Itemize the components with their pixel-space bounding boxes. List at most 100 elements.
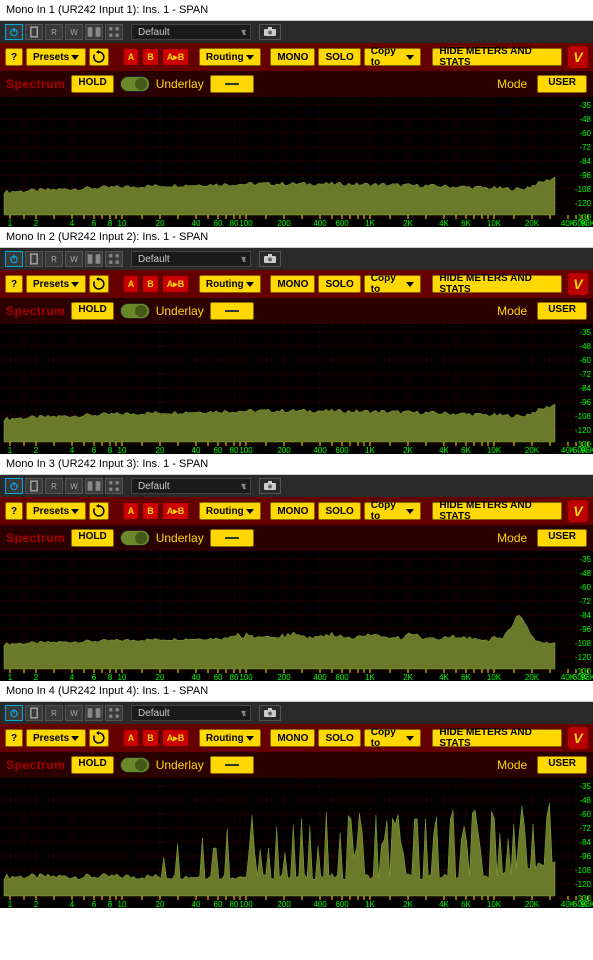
hide-meters-button[interactable]: HIDE METERS AND STATS — [432, 48, 562, 66]
preset-selector[interactable]: Default▾▴ — [131, 705, 251, 721]
copy-ab-button[interactable]: A▸B — [162, 502, 190, 520]
mode-user-button[interactable]: USER — [537, 529, 587, 547]
reload-button[interactable] — [89, 275, 109, 293]
hold-button[interactable]: HOLD — [71, 756, 113, 774]
voxengo-logo[interactable]: V — [568, 46, 588, 68]
snapshot-button[interactable] — [259, 251, 281, 267]
hold-toggle[interactable] — [120, 303, 150, 319]
snapshot-button[interactable] — [259, 478, 281, 494]
ab-button[interactable] — [85, 705, 103, 721]
bypass-button[interactable] — [25, 705, 43, 721]
mono-button[interactable]: MONO — [270, 729, 315, 747]
hold-toggle[interactable] — [120, 76, 150, 92]
power-button[interactable] — [5, 251, 23, 267]
power-button[interactable] — [5, 24, 23, 40]
solo-button[interactable]: SOLO — [318, 502, 360, 520]
chart-area[interactable]: -35-48-60-72-84-96-108-120-130 124681020… — [0, 551, 593, 681]
help-button[interactable]: ? — [5, 502, 23, 520]
copyto-button[interactable]: Copy to — [364, 502, 421, 520]
help-button[interactable]: ? — [5, 48, 23, 66]
copyto-button[interactable]: Copy to — [364, 275, 421, 293]
reload-button[interactable] — [89, 502, 109, 520]
copyto-button[interactable]: Copy to — [364, 729, 421, 747]
bypass-button[interactable] — [25, 478, 43, 494]
solo-button[interactable]: SOLO — [318, 729, 360, 747]
write-button[interactable]: W — [65, 705, 83, 721]
voxengo-logo[interactable]: V — [568, 273, 588, 295]
underlay-selector[interactable] — [210, 529, 254, 547]
hide-meters-button[interactable]: HIDE METERS AND STATS — [432, 502, 562, 520]
snapshot-button[interactable] — [259, 705, 281, 721]
slot-a-button[interactable]: A — [123, 48, 140, 66]
solo-button[interactable]: SOLO — [318, 48, 360, 66]
ab-button[interactable] — [85, 251, 103, 267]
slot-a-button[interactable]: A — [123, 502, 140, 520]
copy-ab-button[interactable]: A▸B — [162, 48, 190, 66]
bypass-button[interactable] — [25, 24, 43, 40]
power-button[interactable] — [5, 478, 23, 494]
hide-meters-button[interactable]: HIDE METERS AND STATS — [432, 275, 562, 293]
read-button[interactable]: R — [45, 705, 63, 721]
settings-button[interactable] — [105, 478, 123, 494]
routing-button[interactable]: Routing — [199, 729, 261, 747]
routing-button[interactable]: Routing — [199, 275, 261, 293]
hide-meters-button[interactable]: HIDE METERS AND STATS — [432, 729, 562, 747]
preset-selector[interactable]: Default▾▴ — [131, 478, 251, 494]
bypass-button[interactable] — [25, 251, 43, 267]
read-button[interactable]: R — [45, 251, 63, 267]
underlay-selector[interactable] — [210, 302, 254, 320]
mono-button[interactable]: MONO — [270, 275, 315, 293]
hold-button[interactable]: HOLD — [71, 302, 113, 320]
ab-button[interactable] — [85, 24, 103, 40]
mode-user-button[interactable]: USER — [537, 756, 587, 774]
hold-toggle[interactable] — [120, 530, 150, 546]
voxengo-logo[interactable]: V — [568, 500, 588, 522]
write-button[interactable]: W — [65, 24, 83, 40]
chart-area[interactable]: -35-48-60-72-84-96-108-120-130 124681020… — [0, 97, 593, 227]
routing-button[interactable]: Routing — [199, 502, 261, 520]
reload-button[interactable] — [89, 48, 109, 66]
chart-area[interactable]: -35-48-60-72-84-96-108-120-130 124681020… — [0, 778, 593, 908]
solo-button[interactable]: SOLO — [318, 275, 360, 293]
help-button[interactable]: ? — [5, 729, 23, 747]
reload-button[interactable] — [89, 729, 109, 747]
mode-user-button[interactable]: USER — [537, 75, 587, 93]
copy-ab-button[interactable]: A▸B — [162, 275, 190, 293]
routing-button[interactable]: Routing — [199, 48, 261, 66]
preset-selector[interactable]: Default▾▴ — [131, 24, 251, 40]
slot-a-button[interactable]: A — [123, 729, 140, 747]
settings-button[interactable] — [105, 705, 123, 721]
help-button[interactable]: ? — [5, 275, 23, 293]
hold-toggle[interactable] — [120, 757, 150, 773]
read-button[interactable]: R — [45, 478, 63, 494]
presets-button[interactable]: Presets — [26, 502, 86, 520]
presets-button[interactable]: Presets — [26, 275, 86, 293]
chart-area[interactable]: -35-48-60-72-84-96-108-120-130 124681020… — [0, 324, 593, 454]
copyto-button[interactable]: Copy to — [364, 48, 421, 66]
slot-a-button[interactable]: A — [123, 275, 140, 293]
snapshot-button[interactable] — [259, 24, 281, 40]
settings-button[interactable] — [105, 251, 123, 267]
hold-button[interactable]: HOLD — [71, 529, 113, 547]
presets-button[interactable]: Presets — [26, 48, 86, 66]
power-button[interactable] — [5, 705, 23, 721]
read-button[interactable]: R — [45, 24, 63, 40]
underlay-selector[interactable] — [210, 756, 254, 774]
preset-selector[interactable]: Default▾▴ — [131, 251, 251, 267]
slot-b-button[interactable]: B — [142, 502, 159, 520]
write-button[interactable]: W — [65, 478, 83, 494]
settings-button[interactable] — [105, 24, 123, 40]
presets-button[interactable]: Presets — [26, 729, 86, 747]
copy-ab-button[interactable]: A▸B — [162, 729, 190, 747]
slot-b-button[interactable]: B — [142, 729, 159, 747]
voxengo-logo[interactable]: V — [568, 727, 588, 749]
write-button[interactable]: W — [65, 251, 83, 267]
slot-b-button[interactable]: B — [142, 48, 159, 66]
ab-button[interactable] — [85, 478, 103, 494]
mono-button[interactable]: MONO — [270, 502, 315, 520]
slot-b-button[interactable]: B — [142, 275, 159, 293]
mono-button[interactable]: MONO — [270, 48, 315, 66]
mode-user-button[interactable]: USER — [537, 302, 587, 320]
hold-button[interactable]: HOLD — [71, 75, 113, 93]
underlay-selector[interactable] — [210, 75, 254, 93]
